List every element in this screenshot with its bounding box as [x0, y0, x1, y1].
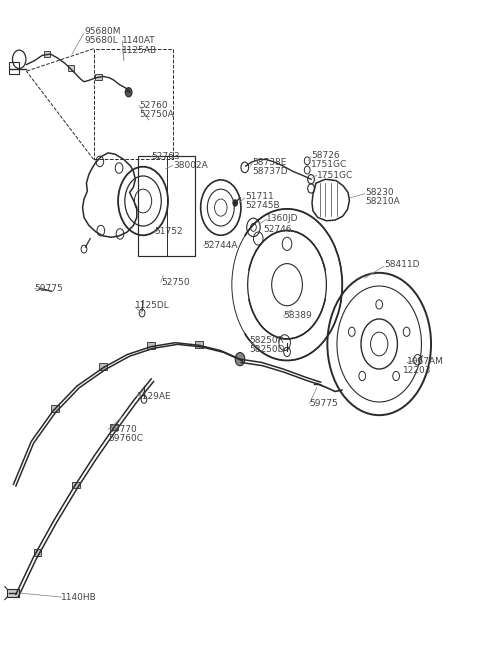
Text: 58737D: 58737D [252, 167, 288, 176]
Text: 58738E: 58738E [252, 158, 287, 167]
Bar [34, 549, 41, 556]
Text: 58210A: 58210A [365, 197, 399, 206]
Text: 1129AE: 1129AE [137, 392, 171, 401]
Bar [68, 65, 74, 71]
Text: 58230: 58230 [365, 188, 394, 197]
Text: 1125DL: 1125DL [135, 301, 170, 310]
Text: 58726: 58726 [311, 151, 340, 160]
Bar [110, 424, 118, 430]
Bar [51, 405, 59, 412]
Bar [7, 589, 19, 597]
Text: 52760: 52760 [139, 101, 168, 110]
Text: 95680M: 95680M [84, 27, 120, 36]
Bar [72, 482, 80, 488]
Text: 58250D: 58250D [250, 345, 285, 354]
Circle shape [235, 353, 245, 366]
Text: 59760C: 59760C [108, 434, 143, 444]
Bar [138, 156, 195, 256]
Text: 58411D: 58411D [384, 260, 420, 270]
Text: 52746: 52746 [263, 225, 291, 234]
Text: 52750A: 52750A [139, 110, 174, 119]
Circle shape [125, 88, 132, 97]
Circle shape [233, 200, 238, 206]
Text: 58389: 58389 [283, 310, 312, 320]
Text: 1125AB: 1125AB [122, 46, 157, 55]
Text: 52750: 52750 [161, 277, 190, 287]
Text: 59770: 59770 [108, 425, 137, 434]
Bar [94, 49, 173, 159]
Text: 1360JD: 1360JD [266, 214, 299, 223]
Text: 1140HB: 1140HB [61, 592, 97, 602]
Text: 1140AT: 1140AT [122, 36, 156, 45]
Text: 58250R: 58250R [250, 335, 285, 345]
Bar [44, 51, 50, 57]
Text: 1067AM: 1067AM [407, 357, 444, 366]
Text: 52763: 52763 [152, 152, 180, 161]
Text: 38002A: 38002A [173, 161, 207, 170]
Text: 59775: 59775 [35, 284, 63, 293]
Text: 52744A: 52744A [204, 241, 238, 250]
Text: 51711: 51711 [245, 192, 274, 201]
Text: 95680L: 95680L [84, 36, 118, 45]
Bar [9, 62, 19, 74]
Bar [95, 74, 102, 80]
Bar [99, 363, 107, 370]
Bar [195, 341, 203, 348]
Text: 52745B: 52745B [245, 201, 279, 210]
Text: 59775: 59775 [310, 399, 338, 408]
Text: 1751GC: 1751GC [317, 171, 353, 180]
Text: 12203: 12203 [403, 366, 432, 375]
Text: 1751GC: 1751GC [311, 160, 348, 169]
Text: 51752: 51752 [155, 227, 183, 237]
Bar [147, 342, 155, 349]
